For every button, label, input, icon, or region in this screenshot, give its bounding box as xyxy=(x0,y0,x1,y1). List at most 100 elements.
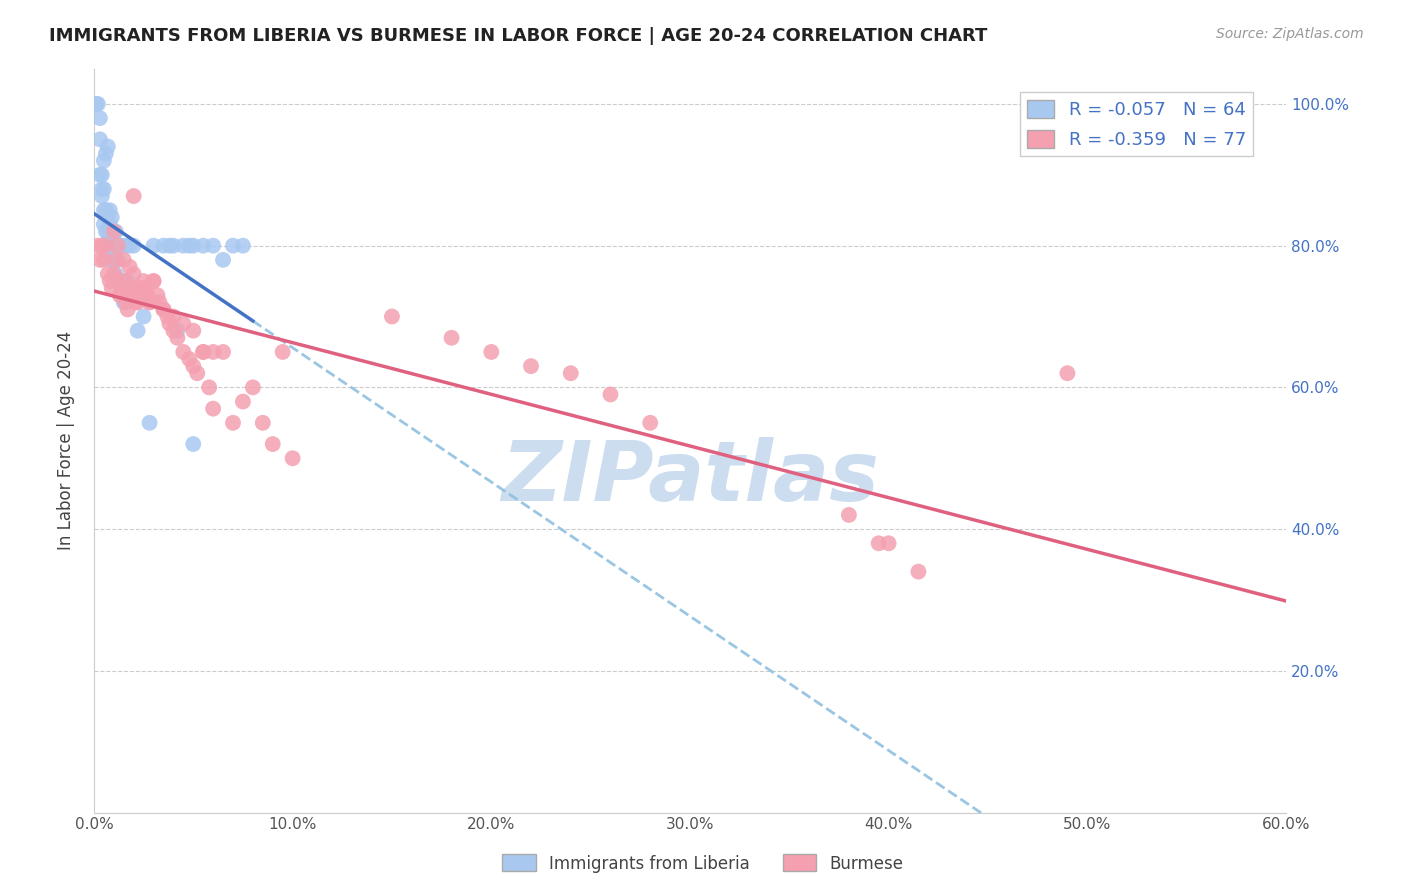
Point xyxy=(97,238,120,252)
Point xyxy=(479,345,502,359)
Point xyxy=(202,238,225,252)
Point xyxy=(136,288,159,302)
Point xyxy=(166,331,188,345)
Point xyxy=(101,281,124,295)
Point xyxy=(159,317,181,331)
Point xyxy=(108,238,131,252)
Point xyxy=(122,238,145,252)
Point xyxy=(127,324,149,338)
Point xyxy=(198,380,221,394)
Point xyxy=(132,310,155,324)
Point xyxy=(868,536,890,550)
Point xyxy=(127,295,149,310)
Point xyxy=(128,288,150,302)
Point xyxy=(108,288,131,302)
Point xyxy=(107,274,129,288)
Point xyxy=(122,267,145,281)
Point xyxy=(138,295,160,310)
Point xyxy=(94,238,117,252)
Point xyxy=(90,189,112,203)
Point xyxy=(118,288,141,302)
Point xyxy=(103,252,125,267)
Y-axis label: In Labor Force | Age 20-24: In Labor Force | Age 20-24 xyxy=(58,331,75,550)
Point xyxy=(148,295,170,310)
Point xyxy=(181,324,204,338)
Point xyxy=(89,252,111,267)
Point xyxy=(127,281,149,295)
Point xyxy=(89,168,111,182)
Point xyxy=(242,380,264,394)
Point xyxy=(103,225,125,239)
Point xyxy=(193,238,215,252)
Point xyxy=(271,345,294,359)
Point xyxy=(97,211,120,225)
Point xyxy=(118,238,141,252)
Point xyxy=(156,310,179,324)
Point xyxy=(181,359,204,373)
Point xyxy=(131,281,153,295)
Point xyxy=(97,225,120,239)
Point xyxy=(186,366,208,380)
Point xyxy=(93,153,115,168)
Point xyxy=(98,203,121,218)
Point xyxy=(222,238,245,252)
Point xyxy=(104,225,127,239)
Point xyxy=(172,238,194,252)
Point xyxy=(877,536,900,550)
Point xyxy=(118,260,141,274)
Point xyxy=(90,238,112,252)
Point xyxy=(838,508,860,522)
Point xyxy=(107,238,129,252)
Point xyxy=(152,302,174,317)
Point xyxy=(142,274,165,288)
Text: Source: ZipAtlas.com: Source: ZipAtlas.com xyxy=(1216,27,1364,41)
Point xyxy=(159,238,181,252)
Point xyxy=(181,437,204,451)
Point xyxy=(93,252,115,267)
Point xyxy=(138,295,160,310)
Point xyxy=(135,281,157,295)
Point xyxy=(103,252,125,267)
Text: IMMIGRANTS FROM LIBERIA VS BURMESE IN LABOR FORCE | AGE 20-24 CORRELATION CHART: IMMIGRANTS FROM LIBERIA VS BURMESE IN LA… xyxy=(49,27,987,45)
Point xyxy=(103,225,125,239)
Point xyxy=(107,238,129,252)
Point xyxy=(89,111,111,125)
Point xyxy=(599,387,621,401)
Point xyxy=(112,295,135,310)
Point xyxy=(87,97,110,112)
Point xyxy=(560,366,582,380)
Point xyxy=(179,238,201,252)
Point xyxy=(440,331,463,345)
Point xyxy=(181,238,204,252)
Point xyxy=(94,146,117,161)
Point xyxy=(94,238,117,252)
Point xyxy=(193,345,215,359)
Point xyxy=(117,274,139,288)
Point xyxy=(98,274,121,288)
Point xyxy=(98,238,121,252)
Point xyxy=(111,281,134,295)
Point xyxy=(114,238,136,252)
Point xyxy=(162,238,184,252)
Point xyxy=(262,437,284,451)
Point xyxy=(101,252,124,267)
Point xyxy=(108,274,131,288)
Point xyxy=(907,565,929,579)
Point xyxy=(97,267,120,281)
Point xyxy=(132,288,155,302)
Point xyxy=(93,182,115,196)
Point xyxy=(142,238,165,252)
Point xyxy=(152,238,174,252)
Point xyxy=(179,352,201,367)
Point xyxy=(84,97,107,112)
Point xyxy=(172,317,194,331)
Point xyxy=(97,139,120,153)
Point xyxy=(222,416,245,430)
Point xyxy=(122,189,145,203)
Point xyxy=(142,274,165,288)
Point xyxy=(90,182,112,196)
Point xyxy=(94,225,117,239)
Point xyxy=(112,252,135,267)
Point xyxy=(107,274,129,288)
Point xyxy=(132,274,155,288)
